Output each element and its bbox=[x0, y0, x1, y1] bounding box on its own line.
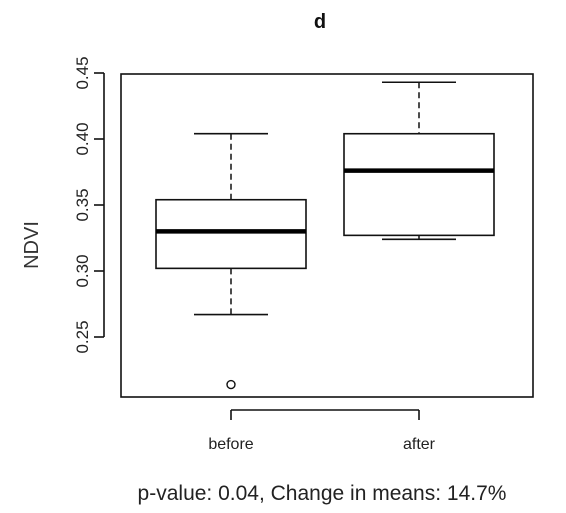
box-iqr bbox=[156, 200, 306, 269]
y-tick-label: 0.40 bbox=[73, 122, 92, 155]
box-before bbox=[156, 134, 306, 389]
y-tick-label: 0.45 bbox=[73, 56, 92, 89]
box-iqr bbox=[344, 134, 494, 236]
x-axis: before after bbox=[208, 410, 435, 453]
y-axis-title: NDVI bbox=[21, 221, 43, 269]
box-after bbox=[344, 82, 494, 239]
x-tick-label: before bbox=[208, 436, 253, 453]
y-tick-label: 0.35 bbox=[73, 188, 92, 221]
x-tick-label: after bbox=[403, 436, 436, 453]
boxes-group bbox=[156, 82, 494, 388]
chart-title: d bbox=[314, 11, 326, 33]
y-tick-label: 0.30 bbox=[73, 254, 92, 287]
outlier-point bbox=[227, 381, 235, 389]
chart-caption: p-value: 0.04, Change in means: 14.7% bbox=[138, 482, 507, 505]
y-tick-label: 0.25 bbox=[73, 320, 92, 353]
y-axis: 0.25 0.30 0.35 0.40 0.45 bbox=[73, 56, 104, 353]
